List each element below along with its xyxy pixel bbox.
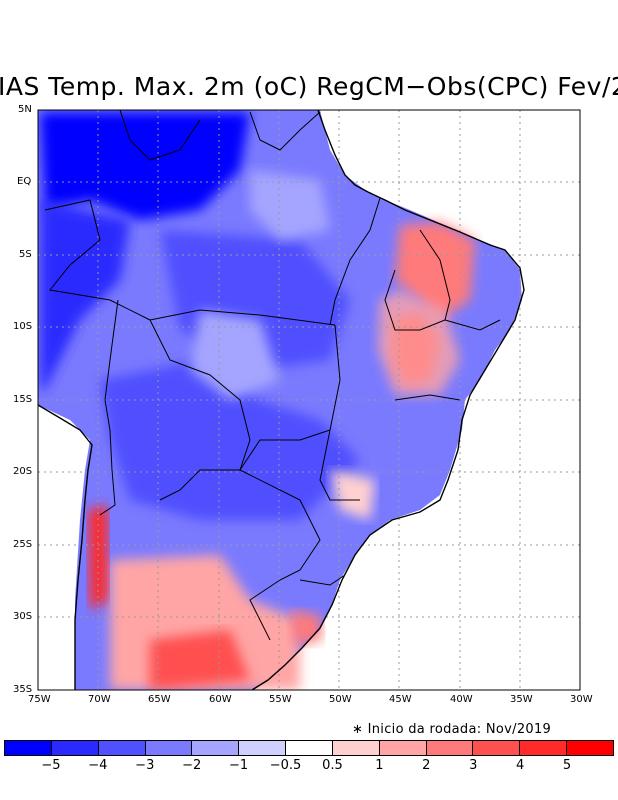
chart-title: IAS Temp. Max. 2m (oC) RegCM−Obs(CPC) Fe…: [0, 70, 618, 110]
plot-frame: [37, 109, 581, 691]
country-borders: [44, 109, 501, 641]
colorbar-segment: [379, 741, 427, 755]
colorbar-label: 3: [469, 758, 478, 773]
colorbar: [4, 740, 614, 756]
chart-title-text: IAS Temp. Max. 2m (oC) RegCM−Obs(CPC) Fe…: [0, 72, 618, 101]
colorbar-label: −3: [135, 758, 155, 773]
colorbar-label: −4: [88, 758, 108, 773]
colorbar-label: 0.5: [322, 758, 343, 773]
anomaly-map: [37, 109, 581, 691]
colorbar-segment: [5, 741, 52, 755]
lon-label: 50W: [329, 694, 352, 705]
lat-label: 25S: [13, 539, 33, 550]
colorbar-segment: [286, 741, 333, 755]
lat-label: 5N: [18, 104, 32, 115]
lat-label: 35S: [13, 684, 33, 695]
colorbar-labels: −5 −4 −3 −2 −1 −0.5 0.5 1 2 3 4 5: [0, 758, 618, 778]
positive-chile: [88, 505, 108, 610]
positive-rs: [290, 610, 322, 645]
lon-label: 60W: [209, 694, 232, 705]
lon-label: 30W: [570, 694, 593, 705]
lat-label: 5S: [19, 249, 32, 260]
strong-negative-nw: [40, 112, 250, 220]
colorbar-label: −5: [41, 758, 61, 773]
colorbar-segment: [332, 741, 380, 755]
negative-west: [40, 200, 130, 390]
colorbar-segment: [239, 741, 287, 755]
colorbar-segment: [145, 741, 193, 755]
lat-label: 30S: [13, 611, 33, 622]
weak-positive-coast: [330, 470, 375, 520]
lat-label: EQ: [17, 176, 32, 187]
lat-label: 15S: [13, 394, 33, 405]
lon-label: 40W: [450, 694, 473, 705]
lon-label: 70W: [88, 694, 111, 705]
colorbar-segment: [473, 741, 521, 755]
strong-positive-south: [150, 630, 250, 690]
colorbar-label: 4: [516, 758, 525, 773]
colorbar-label: −0.5: [269, 758, 302, 773]
colorbar-label: −2: [182, 758, 202, 773]
weak-negative-amazon: [250, 170, 330, 240]
colorbar-label: 5: [562, 758, 572, 773]
run-start-note: ∗ Inicio da rodada: Nov/2019: [352, 722, 552, 737]
colorbar-label: 2: [422, 758, 431, 773]
colorbar-segment: [567, 741, 613, 755]
lon-label: 75W: [28, 694, 51, 705]
positive-northeast: [395, 222, 475, 320]
colorbar-segment: [520, 741, 568, 755]
colorbar-segment: [51, 741, 99, 755]
colorbar-label: 1: [375, 758, 384, 773]
lat-label: 20S: [13, 466, 33, 477]
lat-label: 10S: [13, 321, 33, 332]
colorbar-segment: [98, 741, 146, 755]
coastline: [37, 109, 525, 691]
colorbar-label: −1: [229, 758, 249, 773]
colorbar-segment: [192, 741, 240, 755]
lon-label: 45W: [389, 694, 412, 705]
lon-label: 65W: [148, 694, 171, 705]
lon-label: 55W: [269, 694, 292, 705]
colorbar-segment: [426, 741, 474, 755]
lon-label: 35W: [510, 694, 533, 705]
